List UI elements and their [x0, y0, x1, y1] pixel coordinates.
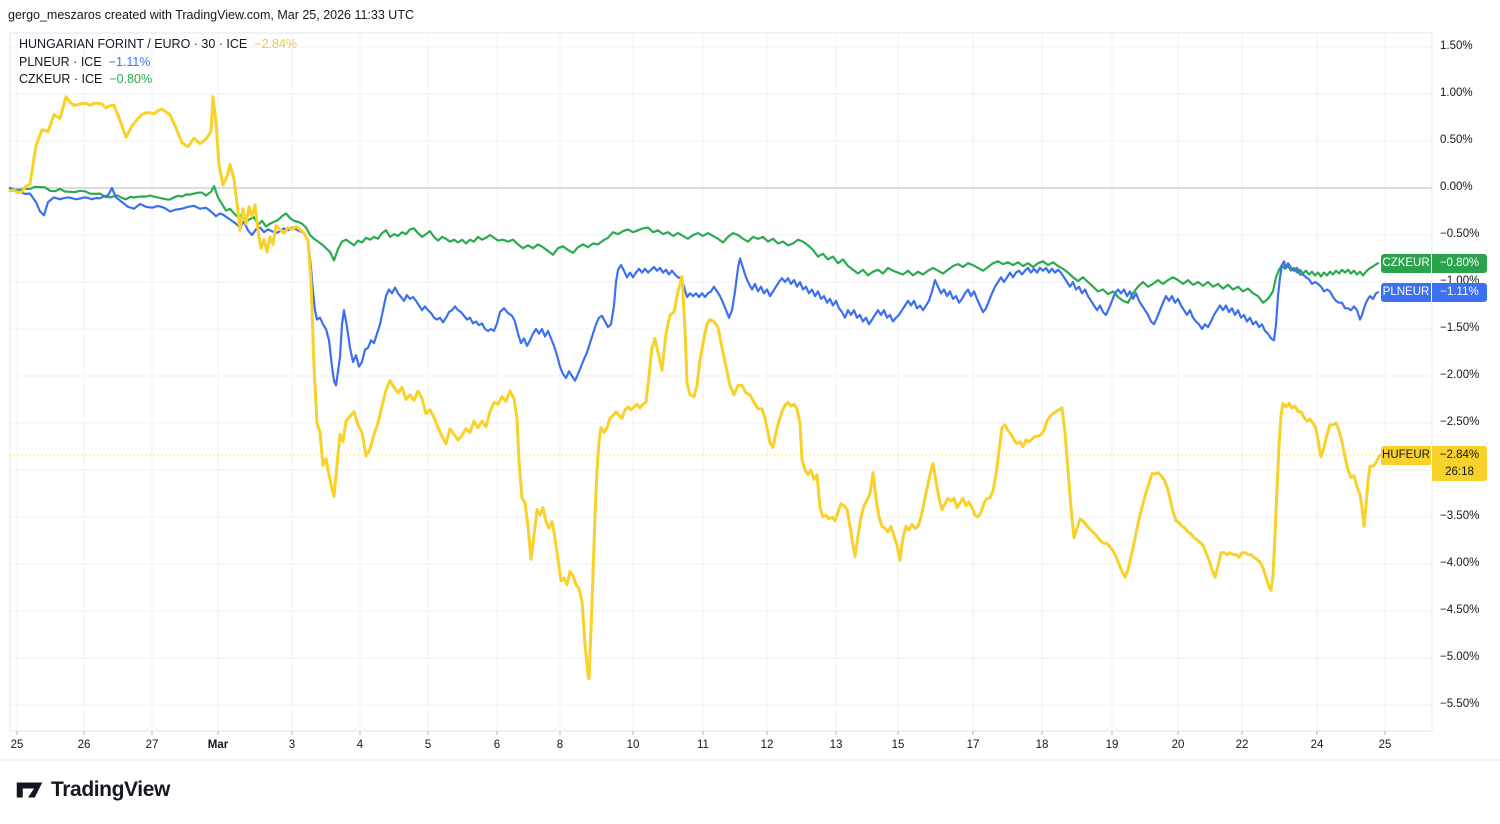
- tradingview-logo-icon: [16, 782, 43, 798]
- badge-symbol-label: CZKEUR: [1381, 253, 1431, 273]
- badge-price-value: −0.80%: [1432, 253, 1487, 273]
- series-line-czkeur: [8, 185, 1380, 304]
- attribution-text: gergo_meszaros created with TradingView.…: [8, 8, 414, 22]
- badge-bar-countdown: 26:18: [1432, 465, 1487, 481]
- chart-legend: HUNGARIAN FORINT / EURO · 30 · ICE −2.84%…: [19, 36, 297, 89]
- tradingview-logo[interactable]: TradingView: [16, 778, 170, 802]
- price-badge-czkeur[interactable]: CZKEUR −0.80%: [1381, 253, 1487, 273]
- legend-item-hufeur[interactable]: HUNGARIAN FORINT / EURO · 30 · ICE −2.84%: [19, 36, 297, 54]
- badge-symbol-label: PLNEUR: [1381, 282, 1431, 302]
- legend-change-value: −0.80%: [109, 72, 153, 86]
- grid-lines: [10, 33, 1432, 731]
- legend-change-value: −1.11%: [108, 54, 151, 69]
- legend-change-value: −2.84%: [254, 37, 298, 51]
- price-badge-plneur[interactable]: PLNEUR −1.11%: [1381, 282, 1487, 302]
- series-line-plneur: [8, 186, 1380, 387]
- badge-symbol-label: HUFEUR: [1381, 446, 1431, 465]
- legend-symbol-title: CZKEUR · ICE: [19, 72, 103, 86]
- legend-symbol-title: HUNGARIAN FORINT / EURO · 30 · ICE: [19, 37, 248, 51]
- legend-item-plneur[interactable]: PLNEUR · ICE −1.11%: [19, 54, 297, 72]
- tradingview-logo-text: TradingView: [51, 778, 170, 801]
- price-badge-hufeur[interactable]: HUFEUR −2.84% 26:18: [1381, 446, 1487, 481]
- legend-item-czkeur[interactable]: CZKEUR · ICE −0.80%: [19, 71, 297, 89]
- pane-borders: [0, 32, 1500, 761]
- badge-price-value: −2.84%: [1432, 446, 1487, 465]
- legend-symbol-title: PLNEUR · ICE: [19, 54, 102, 69]
- series-line-hufeur: [8, 95, 1383, 681]
- badge-price-value: −1.11%: [1432, 282, 1487, 302]
